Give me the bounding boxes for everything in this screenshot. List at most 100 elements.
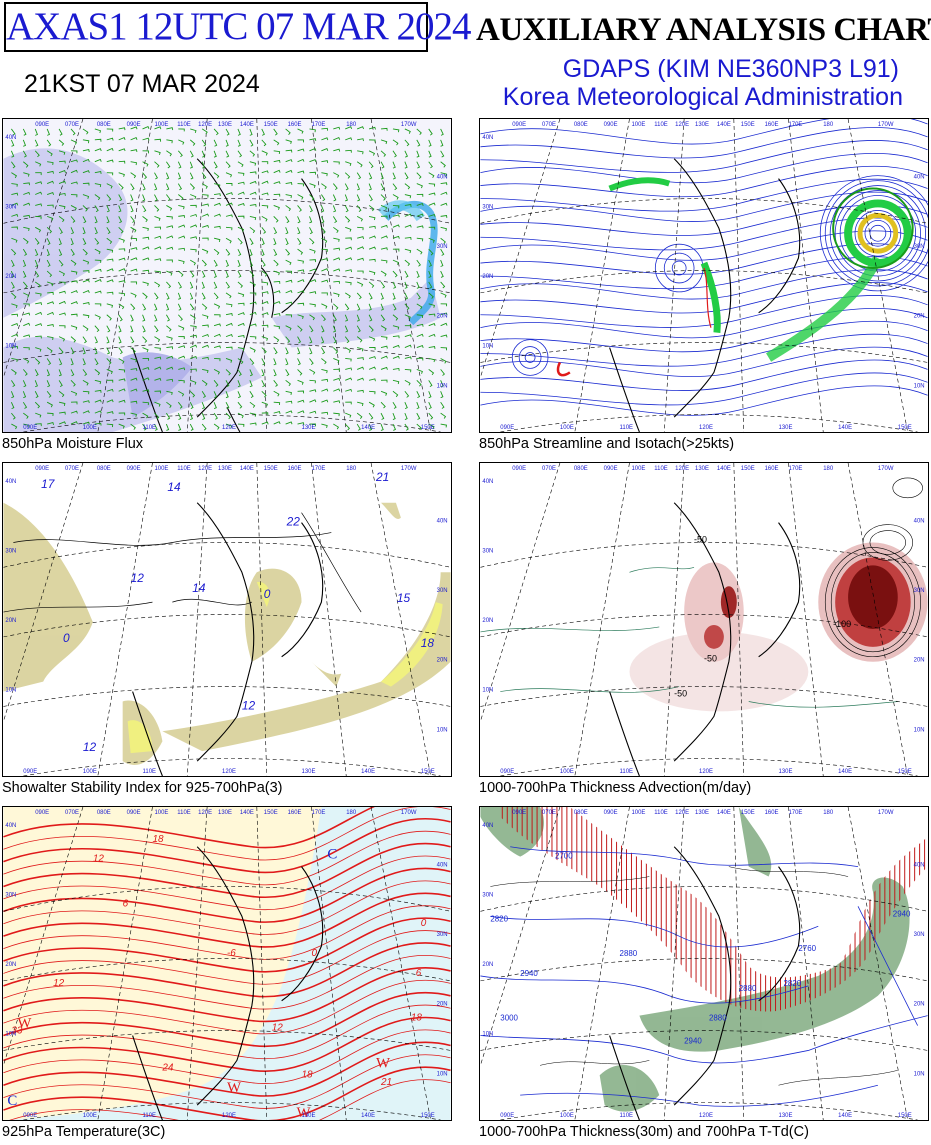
temperature-map: 18 12 6 0 -6 18 12 6 0 33 24 21 18 12 C … [3, 807, 451, 1120]
wind-barb [82, 158, 90, 163]
wind-barb [10, 391, 15, 399]
wind-barb [428, 358, 436, 363]
wind-barb [309, 128, 316, 133]
wind-barb [440, 191, 448, 195]
wind-barb [201, 391, 206, 398]
wind-barb [261, 215, 268, 222]
chart-id-box: AXAS1 12UTC 07 MAR 2024 [4, 2, 472, 52]
wind-barb [345, 237, 352, 241]
model-name: GDAPS (KIM NE360NP3 L91) [562, 55, 899, 83]
cold-center-marker: C [327, 847, 337, 863]
wind-barb [70, 128, 76, 136]
wind-barb [237, 191, 245, 195]
isotach-shading [556, 177, 914, 377]
longitude-label: 090E [127, 810, 141, 816]
wind-barb [392, 224, 400, 228]
wind-barb [142, 367, 150, 370]
wind-barb [368, 205, 375, 212]
wind-barb [10, 150, 15, 158]
wind-barb [34, 128, 38, 136]
wind-barb [166, 355, 174, 359]
wind-barb [392, 205, 400, 209]
wind-barb [82, 248, 88, 256]
wind-barb [404, 194, 412, 199]
wind-barb [201, 183, 208, 189]
wind-barb [82, 400, 90, 404]
streamline-map: 090E 070E 080E 090E 100E 110E 120E 130E 140E 150E… [480, 119, 928, 432]
wind-barb [213, 281, 218, 289]
latitude-label: 40N [5, 135, 16, 141]
wind-barb [130, 412, 137, 417]
wind-barb [23, 226, 30, 232]
wind-barb [190, 325, 197, 329]
longitude-label: 090E [35, 466, 49, 472]
wind-barb [285, 128, 291, 135]
wind-barb [261, 161, 269, 165]
wind-barb [321, 423, 328, 428]
wind-barb [249, 311, 257, 316]
wind-barb [368, 314, 373, 322]
cold-center-marker: C [7, 1093, 17, 1109]
wind-barb [142, 412, 149, 419]
panel-moisture-flux: 090E 070E 080E 090E 100E 110E 120E 130E 140E 150E… [2, 118, 452, 433]
wind-barb [225, 139, 229, 147]
wind-barb [297, 302, 305, 306]
wind-barb [225, 259, 229, 267]
wind-barb [213, 380, 219, 387]
wind-barb [46, 301, 54, 305]
wind-barb [70, 369, 75, 377]
wind-barb [297, 194, 304, 200]
wind-barb [440, 334, 448, 338]
coastlines [609, 158, 801, 432]
streamline [864, 219, 892, 247]
wind-barb [440, 303, 448, 307]
longitude-label: 170E [788, 122, 802, 128]
wind-barb [70, 401, 78, 405]
wind-barb [320, 325, 325, 333]
wind-barb [392, 281, 397, 289]
latitude-label: 20N [482, 618, 493, 624]
wind-barb [345, 347, 351, 353]
wind-barb [345, 412, 352, 418]
wind-barb [368, 366, 376, 370]
wind-barb [154, 258, 162, 262]
wind-barb [178, 336, 185, 340]
warm-center-marker: W [297, 1105, 312, 1120]
wind-barb [404, 236, 412, 240]
isotherm-label: 6 [416, 968, 422, 979]
wind-barb [225, 303, 233, 308]
wind-barb [166, 259, 173, 263]
wind-barb [213, 213, 221, 217]
streamline [480, 230, 928, 261]
wind-barb [356, 303, 361, 311]
wind-barb [416, 161, 421, 169]
wind-barb [416, 281, 420, 289]
wind-barb [201, 303, 208, 310]
wind-barb [297, 139, 304, 143]
wind-barb [23, 423, 30, 428]
wind-barb [249, 401, 256, 408]
wind-barb [380, 423, 384, 431]
wind-barb [285, 314, 293, 318]
ssi-label: 0 [63, 631, 70, 645]
wind-barb [273, 181, 281, 185]
advection-contours [824, 477, 923, 658]
wind-barb [249, 191, 257, 195]
longitude-label: 140E [838, 425, 852, 431]
wind-barb [70, 280, 78, 284]
longitude-label: 140E [838, 1113, 852, 1119]
wind-barb [34, 139, 39, 147]
longitude-label: 170E [788, 810, 802, 816]
wind-barb [142, 257, 150, 261]
wind-barb [332, 205, 337, 213]
wind-barb [249, 180, 257, 185]
wind-barb [189, 423, 194, 431]
wind-barb [392, 390, 399, 398]
wind-barb [22, 128, 27, 136]
longitude-label: 080E [574, 122, 588, 128]
isotherm [3, 817, 451, 874]
wind-barb [58, 390, 65, 398]
wind-barb [177, 281, 182, 289]
wind-barb [118, 388, 126, 392]
wind-barb [10, 402, 15, 410]
